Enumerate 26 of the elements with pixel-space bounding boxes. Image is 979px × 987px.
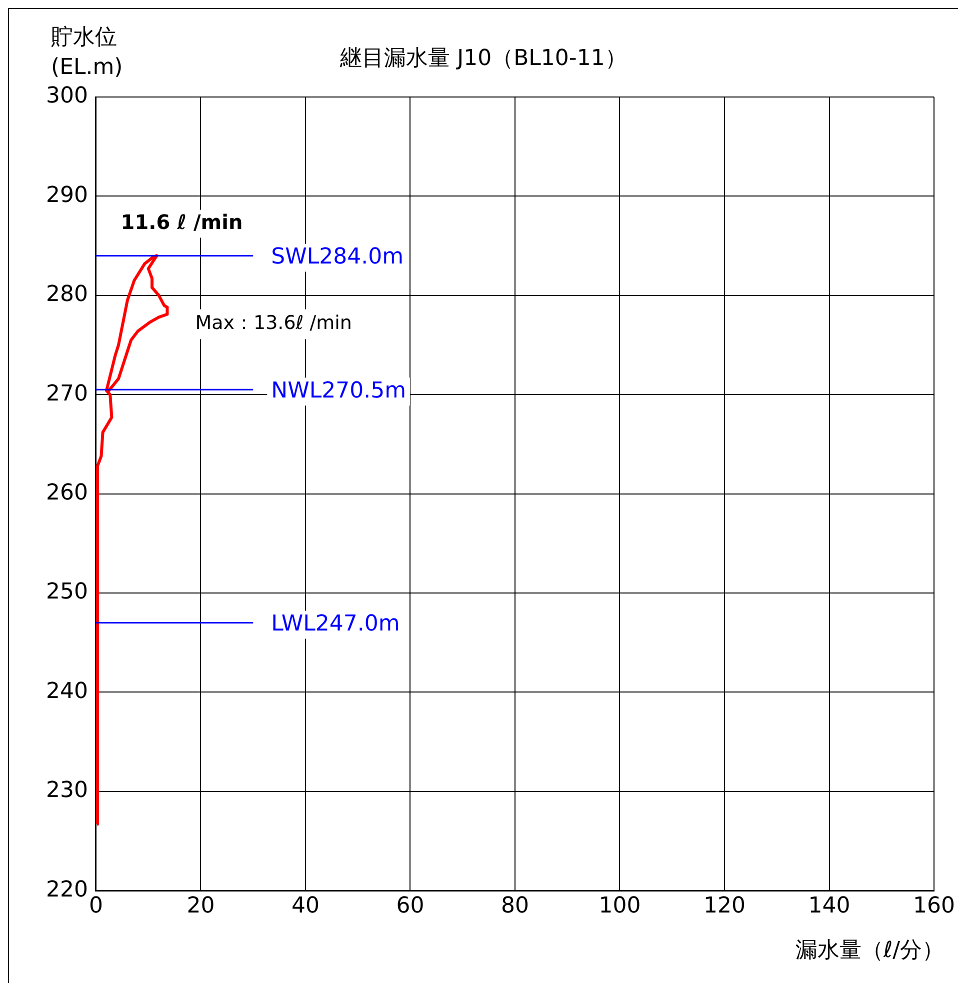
x-axis-title: 漏水量（ℓ/分） (796, 937, 944, 965)
y-tick-label: 300 (46, 84, 88, 109)
y-tick-label: 260 (46, 480, 88, 506)
x-tick-label: 140 (808, 894, 850, 919)
x-tick-label: 80 (501, 894, 529, 919)
y-tick-label: 290 (46, 182, 88, 208)
x-tick-label: 100 (598, 894, 641, 919)
x-tick-label: 160 (913, 894, 956, 919)
x-tick-label: 60 (396, 894, 424, 919)
chart-title: 継目漏水量 J10（BL10-11） (340, 46, 627, 71)
y-tick-label: 250 (46, 580, 88, 605)
y-axis-title: 貯水位 (EL.m) (51, 24, 123, 82)
y-tick-label: 220 (46, 877, 88, 902)
annotation: 11.6 ℓ /min (120, 210, 243, 234)
ref-line-label: SWL284.0m (271, 244, 404, 270)
y-tick-label: 270 (46, 381, 88, 406)
x-tick-label: 20 (186, 894, 215, 919)
y-tick-label: 230 (46, 778, 88, 804)
y-tick-label: 240 (46, 678, 88, 704)
ref-line-label: NWL270.5m (271, 378, 406, 404)
x-tick-label: 0 (88, 894, 103, 919)
ref-line-label: LWL247.0m (271, 611, 400, 636)
annotation: Max：13.6ℓ /min (195, 312, 352, 334)
x-tick-label: 40 (291, 894, 320, 919)
x-tick-label: 120 (704, 894, 746, 919)
y-tick-label: 280 (46, 282, 88, 308)
